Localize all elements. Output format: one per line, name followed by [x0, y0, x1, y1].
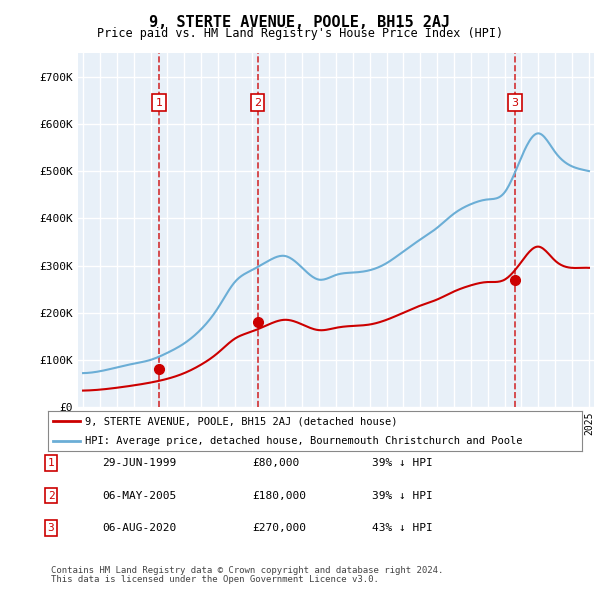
Text: £270,000: £270,000 [252, 523, 306, 533]
Text: 06-MAY-2005: 06-MAY-2005 [102, 491, 176, 500]
Text: 39% ↓ HPI: 39% ↓ HPI [372, 491, 433, 500]
Text: 06-AUG-2020: 06-AUG-2020 [102, 523, 176, 533]
Text: 2: 2 [47, 491, 55, 500]
Text: 9, STERTE AVENUE, POOLE, BH15 2AJ: 9, STERTE AVENUE, POOLE, BH15 2AJ [149, 15, 451, 30]
Text: 1: 1 [155, 98, 163, 107]
Text: £80,000: £80,000 [252, 458, 299, 468]
Text: HPI: Average price, detached house, Bournemouth Christchurch and Poole: HPI: Average price, detached house, Bour… [85, 437, 523, 446]
Text: £180,000: £180,000 [252, 491, 306, 500]
Text: 3: 3 [511, 98, 518, 107]
Text: 2: 2 [254, 98, 261, 107]
Text: This data is licensed under the Open Government Licence v3.0.: This data is licensed under the Open Gov… [51, 575, 379, 584]
Text: Price paid vs. HM Land Registry's House Price Index (HPI): Price paid vs. HM Land Registry's House … [97, 27, 503, 40]
Text: Contains HM Land Registry data © Crown copyright and database right 2024.: Contains HM Land Registry data © Crown c… [51, 566, 443, 575]
Text: 39% ↓ HPI: 39% ↓ HPI [372, 458, 433, 468]
Text: 1: 1 [47, 458, 55, 468]
Text: 9, STERTE AVENUE, POOLE, BH15 2AJ (detached house): 9, STERTE AVENUE, POOLE, BH15 2AJ (detac… [85, 417, 398, 426]
Text: 3: 3 [47, 523, 55, 533]
Text: 29-JUN-1999: 29-JUN-1999 [102, 458, 176, 468]
Text: 43% ↓ HPI: 43% ↓ HPI [372, 523, 433, 533]
